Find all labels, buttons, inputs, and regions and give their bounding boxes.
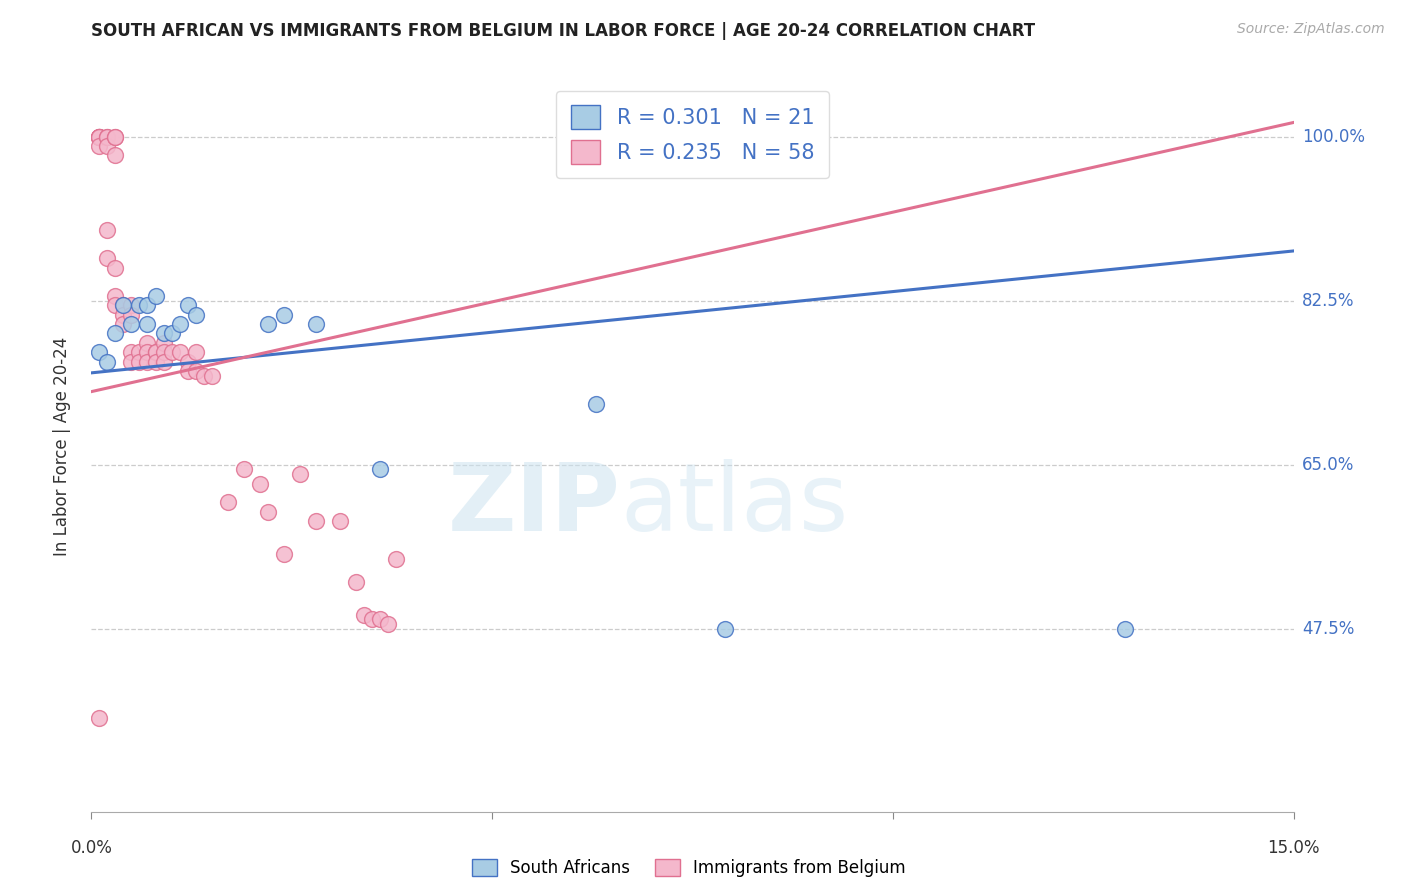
Point [184, 308, 207, 322]
Point [169, 345, 191, 359]
Point [145, 345, 167, 359]
Point [136, 335, 159, 350]
Point [121, 317, 143, 331]
Text: ZIP: ZIP [447, 458, 620, 550]
Point [96, 223, 118, 237]
Y-axis label: In Labor Force | Age 20-24: In Labor Force | Age 20-24 [52, 336, 70, 556]
Point [96, 252, 118, 266]
Point [121, 345, 143, 359]
Point [152, 354, 174, 368]
Point [368, 462, 391, 476]
Point [201, 368, 224, 383]
Point [145, 345, 167, 359]
Point [353, 607, 375, 622]
Point [89, 345, 111, 359]
Point [89, 129, 111, 144]
Point [128, 345, 150, 359]
Point [121, 298, 143, 312]
Point [104, 326, 127, 341]
Text: atlas: atlas [620, 458, 849, 550]
Point [385, 551, 408, 566]
Point [360, 612, 382, 626]
Point [288, 467, 311, 482]
Text: 82.5%: 82.5% [1302, 292, 1354, 310]
Point [104, 129, 127, 144]
Legend: South Africans, Immigrants from Belgium: South Africans, Immigrants from Belgium [465, 852, 912, 884]
Point [193, 368, 215, 383]
Text: 100.0%: 100.0% [1302, 128, 1365, 145]
Point [112, 308, 135, 322]
Point [256, 505, 278, 519]
Text: 47.5%: 47.5% [1302, 620, 1354, 638]
Point [176, 364, 198, 378]
Point [145, 354, 167, 368]
Point [112, 298, 135, 312]
Point [96, 129, 118, 144]
Point [305, 317, 328, 331]
Point [96, 139, 118, 153]
Point [377, 617, 399, 632]
Point [368, 612, 391, 626]
Point [249, 476, 271, 491]
Text: Source: ZipAtlas.com: Source: ZipAtlas.com [1237, 22, 1385, 37]
Point [104, 298, 127, 312]
Point [128, 298, 150, 312]
Point [104, 260, 127, 275]
Point [329, 514, 352, 528]
Point [152, 345, 174, 359]
Point [89, 129, 111, 144]
Point [136, 298, 159, 312]
Point [176, 298, 198, 312]
Text: 0.0%: 0.0% [70, 839, 112, 857]
Text: 15.0%: 15.0% [1267, 839, 1320, 857]
Legend: R = 0.301   N = 21, R = 0.235   N = 58: R = 0.301 N = 21, R = 0.235 N = 58 [557, 91, 828, 178]
Point [104, 148, 127, 162]
Point [152, 326, 174, 341]
Point [273, 308, 295, 322]
Point [184, 345, 207, 359]
Point [344, 574, 367, 589]
Point [273, 547, 295, 561]
Text: SOUTH AFRICAN VS IMMIGRANTS FROM BELGIUM IN LABOR FORCE | AGE 20-24 CORRELATION : SOUTH AFRICAN VS IMMIGRANTS FROM BELGIUM… [91, 22, 1035, 40]
Point [176, 354, 198, 368]
Point [89, 129, 111, 144]
Point [89, 711, 111, 725]
Point [256, 317, 278, 331]
Point [96, 354, 118, 368]
Point [112, 317, 135, 331]
Point [305, 514, 328, 528]
Text: 65.0%: 65.0% [1302, 456, 1354, 474]
Point [713, 622, 735, 636]
Point [136, 317, 159, 331]
Point [136, 354, 159, 368]
Point [136, 345, 159, 359]
Point [169, 317, 191, 331]
Point [184, 364, 207, 378]
Point [585, 397, 607, 411]
Point [160, 326, 183, 341]
Point [232, 462, 254, 476]
Point [128, 354, 150, 368]
Point [104, 289, 127, 303]
Point [89, 129, 111, 144]
Point [152, 335, 174, 350]
Point [160, 345, 183, 359]
Point [121, 354, 143, 368]
Point [89, 139, 111, 153]
Point [121, 308, 143, 322]
Point [145, 289, 167, 303]
Point [104, 129, 127, 144]
Point [217, 495, 239, 509]
Point [89, 129, 111, 144]
Point [1114, 622, 1136, 636]
Point [112, 298, 135, 312]
Point [96, 129, 118, 144]
